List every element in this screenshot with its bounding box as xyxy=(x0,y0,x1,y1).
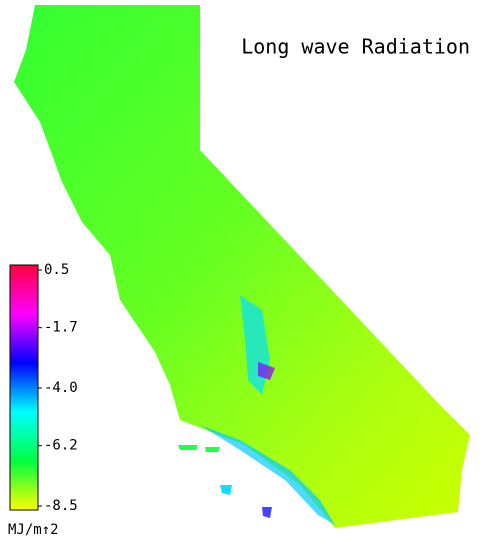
legend-tick-label: -4.0 xyxy=(44,380,78,396)
coast-patch xyxy=(200,425,335,525)
valley-patch xyxy=(258,362,275,380)
island xyxy=(262,507,272,518)
island xyxy=(205,447,220,452)
legend-tick-label: -8.5 xyxy=(44,498,78,514)
color-bar xyxy=(9,264,39,511)
legend-unit: MJ/m↑2 xyxy=(8,522,59,538)
legend-tick-label: -1.7 xyxy=(44,320,78,336)
island xyxy=(220,485,232,495)
legend: MJ/m↑2 0.5 -1.7 -4.0 -6.2 -8.5 xyxy=(8,262,78,538)
california xyxy=(14,5,470,528)
island xyxy=(178,445,198,450)
map-title: Long wave Radiation xyxy=(241,35,470,59)
legend-tick-label: -6.2 xyxy=(44,438,78,454)
legend-tick-label: 0.5 xyxy=(44,262,69,278)
